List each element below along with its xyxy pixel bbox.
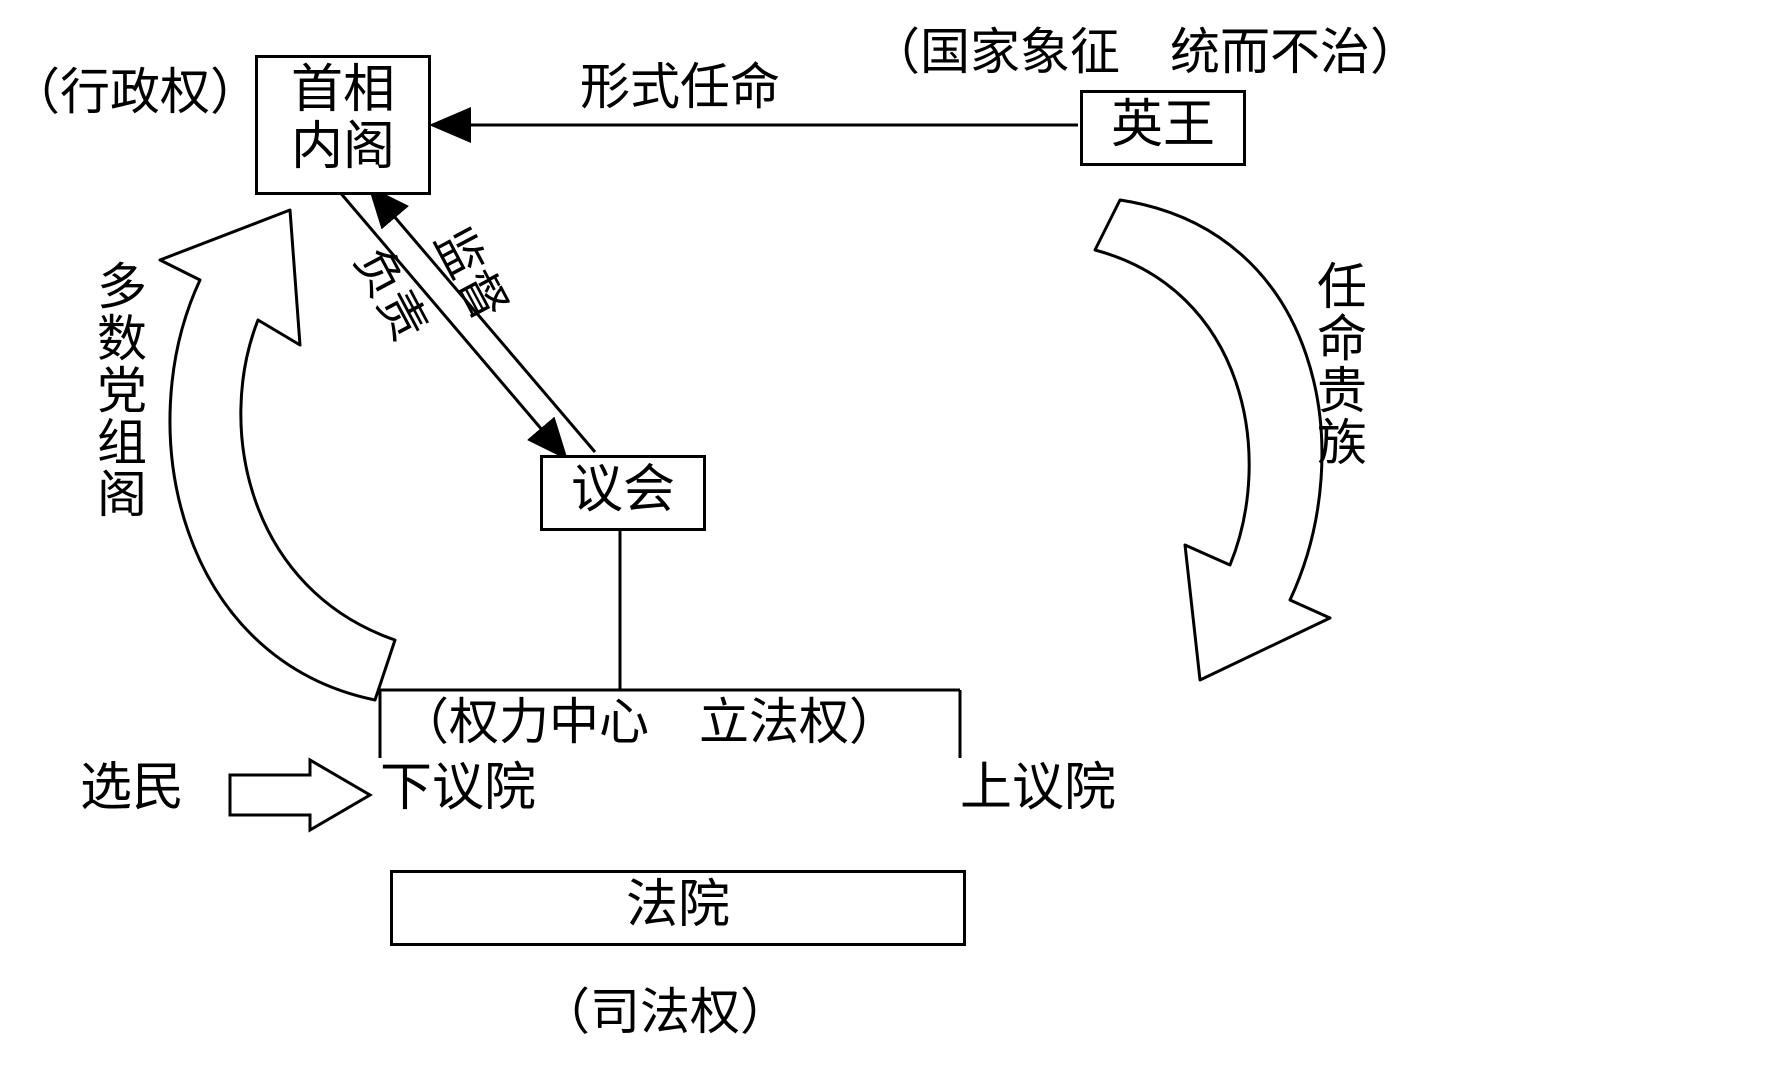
node-pm-cabinet: 首相 内阁 <box>255 55 431 195</box>
annotation-supervise: 监督 <box>423 220 515 330</box>
annotation-formal-appointment: 形式任命 <box>580 60 780 115</box>
node-pm-cabinet-line2: 内阁 <box>291 119 395 176</box>
node-king-label: 英王 <box>1111 97 1215 154</box>
diagram-canvas: 首相 内阁 英王 议会 法院 下议院 上议院 选民 （行政权） （国家象征 统而… <box>0 0 1772 1083</box>
annotation-power-center: （权力中心 立法权） <box>395 695 903 750</box>
node-voters-label: 选民 <box>80 760 184 817</box>
node-lower-house-label: 下议院 <box>380 760 536 817</box>
node-court: 法院 <box>390 870 966 946</box>
node-upper-house: 上议院 <box>960 760 1116 817</box>
node-pm-cabinet-line1: 首相 <box>291 62 395 119</box>
node-voters: 选民 <box>80 760 184 817</box>
arrow-voters-to-lower <box>230 760 370 830</box>
node-court-label: 法院 <box>626 877 730 934</box>
curved-arrow-appoint-nobles <box>1095 200 1330 680</box>
node-king: 英王 <box>1080 90 1246 166</box>
node-parliament-label: 议会 <box>571 462 675 519</box>
annotation-appoint-nobles: 任命贵族 <box>1310 260 1365 468</box>
annotation-judicial-power: （司法权） <box>540 985 790 1040</box>
annotation-responsible: 负责 <box>343 240 435 350</box>
node-upper-house-label: 上议院 <box>960 760 1116 817</box>
node-parliament: 议会 <box>540 455 706 531</box>
annotation-executive-power: （行政权） <box>10 65 260 120</box>
annotation-national-symbol: （国家象征 统而不治） <box>870 25 1420 80</box>
node-lower-house: 下议院 <box>380 760 536 817</box>
annotation-majority-cabinet: 多数党组阁 <box>90 260 145 520</box>
